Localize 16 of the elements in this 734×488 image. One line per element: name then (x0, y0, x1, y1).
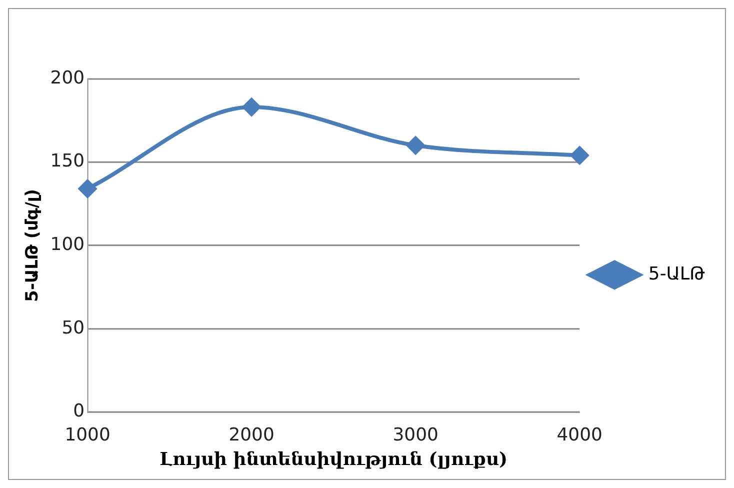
y-axis-title: 5-ԱԼԹ (մգ/լ) (22, 188, 42, 302)
x-tick-label: 3000 (392, 424, 438, 446)
x-tick-label: 1000 (64, 424, 110, 446)
y-tick-label: 150 (50, 150, 85, 172)
point (406, 136, 425, 154)
y-tick-label: 200 (50, 67, 85, 88)
point (242, 98, 261, 116)
x-axis-title: Լույսի ինտենսիվություն (լյուքս) (160, 448, 508, 470)
legend-label: 5-ԱԼԹ (648, 264, 706, 285)
point (78, 180, 97, 198)
y-tick-label: 100 (50, 234, 85, 256)
x-tick-label: 2000 (228, 424, 274, 446)
point (570, 146, 589, 164)
y-tick-label: 0 (73, 400, 85, 422)
x-tick-label: 4000 (556, 424, 602, 446)
y-tick-label: 50 (62, 317, 85, 338)
